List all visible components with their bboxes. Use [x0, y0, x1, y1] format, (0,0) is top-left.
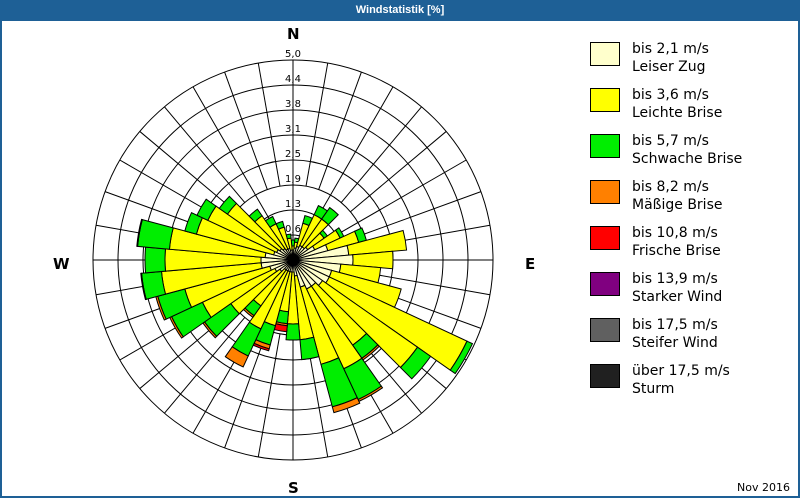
- ring-label: 2,5: [285, 149, 301, 160]
- wind-sector: [346, 229, 408, 256]
- east-label: E: [525, 255, 536, 273]
- center-dot: [288, 255, 298, 265]
- wind-rose-svg: 0,6 1,3 1,9 2,5 3,1 3,8 4,4 5,0: [92, 49, 494, 461]
- wind-sector: [184, 212, 204, 235]
- grid-spoke: [340, 106, 422, 203]
- wind-sector: [399, 346, 432, 380]
- ring-label: 5,0: [285, 49, 301, 60]
- grid-spoke: [257, 333, 281, 458]
- north-label: N: [287, 25, 300, 43]
- legend-label: bis 8,2 m/s Mäßige Brise: [632, 179, 723, 213]
- legend-swatch: [590, 364, 620, 388]
- wind-sector: [137, 219, 174, 250]
- grid-spoke: [350, 131, 447, 213]
- ring-label: 4,4: [285, 74, 301, 85]
- wind-sector: [285, 233, 292, 240]
- wind-sector: [449, 340, 474, 375]
- legend-swatch: [590, 134, 620, 158]
- legend-swatch: [590, 226, 620, 250]
- wind-sector: [140, 272, 147, 301]
- wind-sector: [144, 246, 167, 274]
- grid-spoke: [224, 71, 268, 190]
- wind-sector: [196, 198, 217, 221]
- wind-sector: [352, 250, 394, 270]
- wind-sector: [248, 208, 263, 223]
- ring-label: 1,3: [285, 199, 301, 210]
- wind-sector: [275, 220, 285, 230]
- chart-title: Windstatistik [%]: [0, 0, 800, 21]
- ring-label: 3,8: [285, 99, 301, 110]
- legend-swatch: [590, 318, 620, 342]
- legend-label: bis 17,5 m/s Steifer Wind: [632, 317, 718, 351]
- footer-date: Nov 2016: [737, 481, 790, 494]
- grid-spoke: [318, 71, 362, 190]
- legend-label: bis 3,6 m/s Leichte Brise: [632, 87, 723, 121]
- legend-label: bis 5,7 m/s Schwache Brise: [632, 133, 743, 167]
- wind-sector: [320, 206, 339, 226]
- ring-label: 1,9: [285, 174, 301, 185]
- legend-swatch: [590, 180, 620, 204]
- grid-spoke: [139, 131, 236, 213]
- grid-spoke: [224, 330, 268, 449]
- wind-sector: [299, 336, 320, 361]
- grid-spoke: [363, 191, 482, 235]
- wind-sector: [224, 346, 249, 368]
- grid-spoke: [305, 62, 329, 187]
- wind-rose-chart: 0,6 1,3 1,9 2,5 3,1 3,8 4,4 5,0 N E S W: [0, 21, 560, 500]
- ring-label: 0,6: [285, 224, 301, 235]
- west-label: W: [53, 255, 70, 273]
- grid-spoke: [164, 317, 246, 414]
- grid-spoke: [366, 272, 491, 296]
- legend-label: bis 2,1 m/s Leiser Zug: [632, 41, 709, 75]
- legend-swatch: [590, 42, 620, 66]
- wind-sector: [331, 397, 361, 414]
- legend-label: über 17,5 m/s Sturm: [632, 363, 730, 397]
- legend-label: bis 13,9 m/s Starker Wind: [632, 271, 723, 305]
- wind-sector: [285, 323, 301, 341]
- wind-sector: [264, 215, 277, 228]
- wind-sector: [136, 218, 143, 247]
- grid-spoke: [164, 106, 246, 203]
- legend-swatch: [590, 88, 620, 112]
- grid-spoke: [257, 62, 281, 187]
- ring-label: 3,1: [285, 124, 301, 135]
- legend-label: bis 10,8 m/s Frische Brise: [632, 225, 721, 259]
- south-label: S: [288, 479, 299, 497]
- wind-sector: [218, 195, 238, 215]
- legend-swatch: [590, 272, 620, 296]
